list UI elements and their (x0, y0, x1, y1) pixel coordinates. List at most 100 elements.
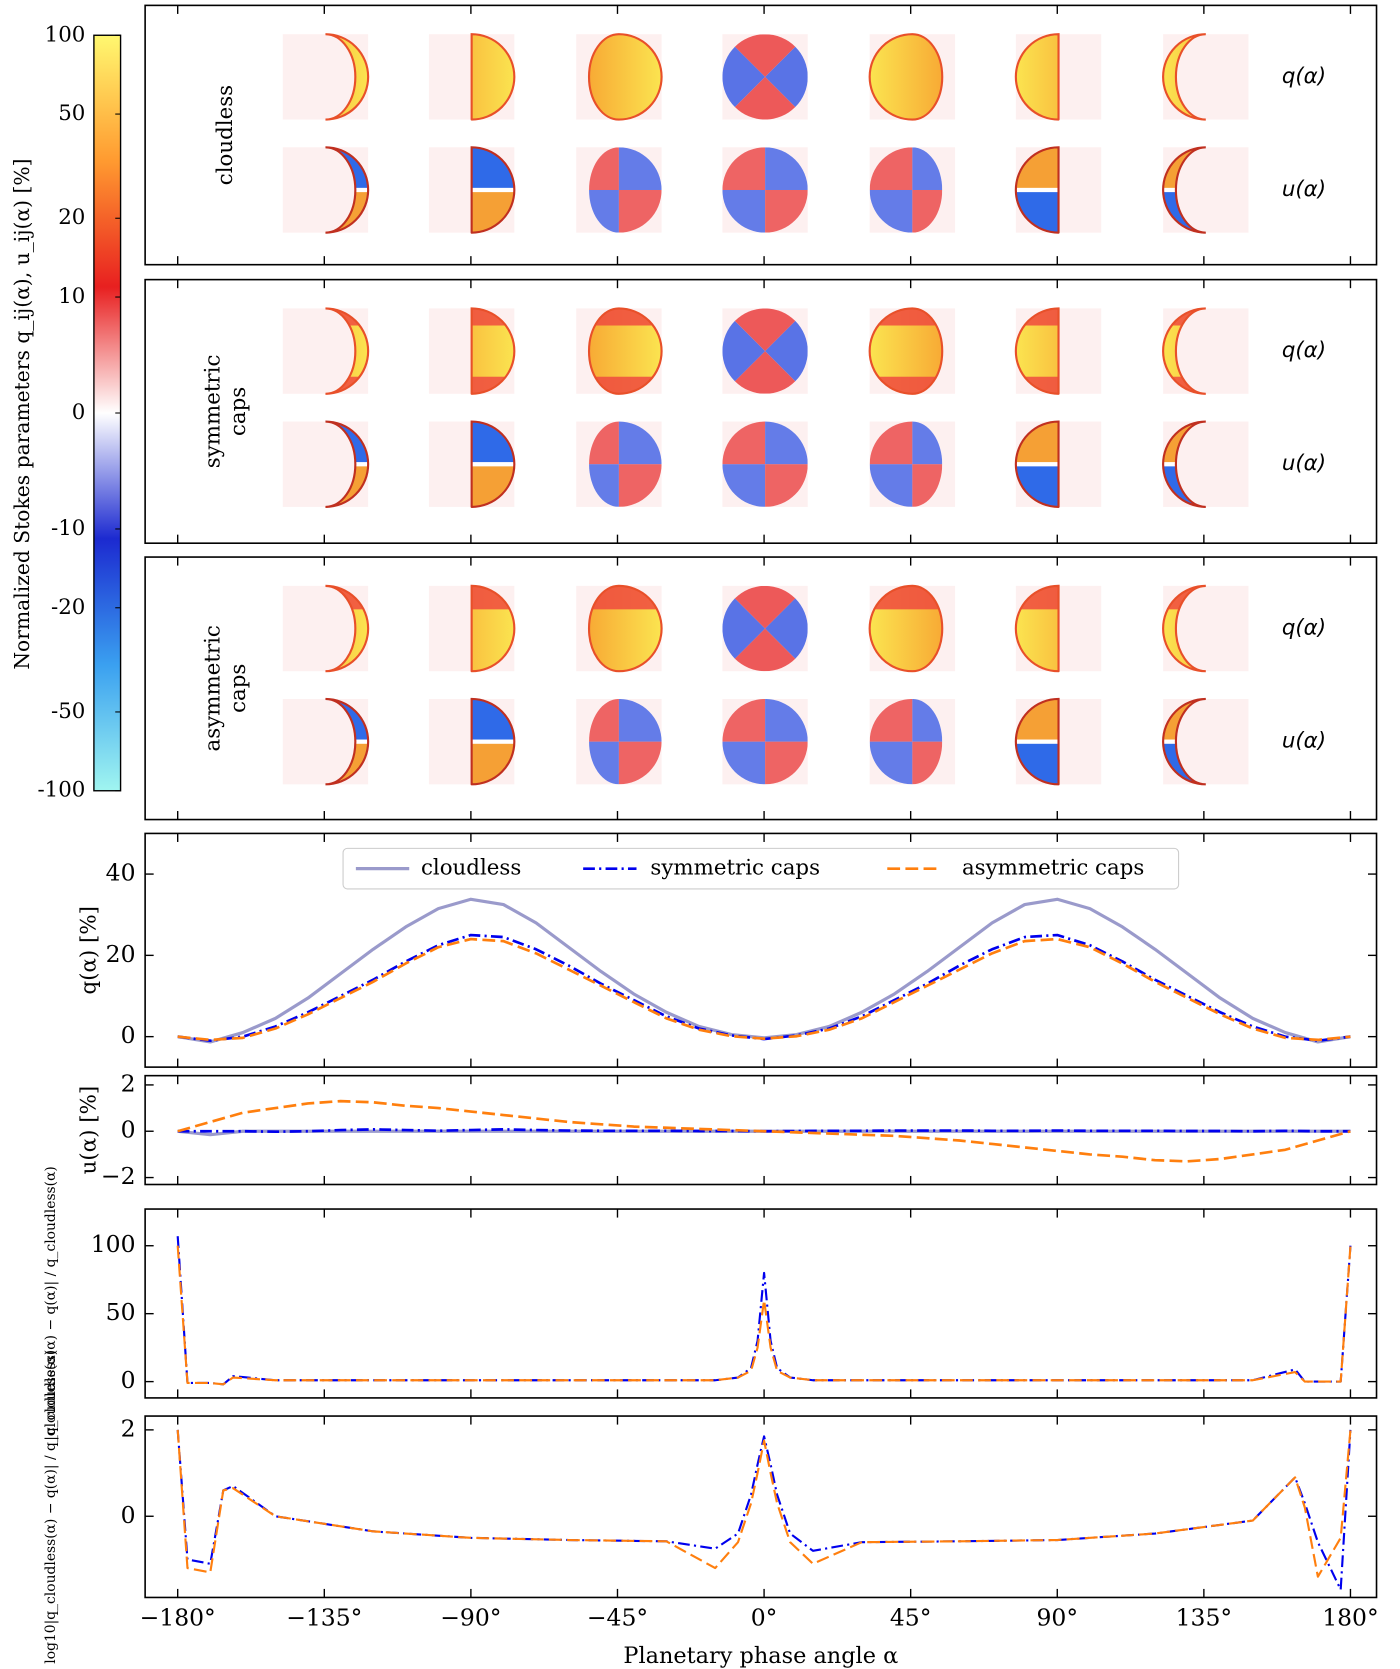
disk-edge (588, 584, 663, 673)
disk-edge (1014, 146, 1060, 234)
y-tick-label: 0 (121, 1366, 136, 1394)
disk (722, 698, 808, 785)
disk-edge (1014, 697, 1060, 786)
y-tick-label: 0 (121, 1116, 136, 1144)
disk-lobe (722, 76, 808, 120)
series-line (177, 937, 1351, 1042)
series-line (176, 1429, 1352, 1578)
plot-frame (144, 1208, 1378, 1399)
disk (589, 421, 662, 507)
colorbar-tick-label: 50 (58, 101, 85, 126)
disk (722, 585, 808, 672)
legend-label: cloudless (421, 856, 521, 881)
y-tick-label: 0 (121, 1501, 136, 1529)
x-tick-label: 45° (890, 1603, 932, 1631)
x-tick-label: 90° (1036, 1603, 1078, 1631)
disk-edge (325, 146, 370, 234)
disk-edge (1014, 33, 1060, 121)
x-tick-label: 180° (1322, 1603, 1379, 1631)
row-label: u(α) (1282, 451, 1326, 476)
colorbar-tick-label: -20 (51, 595, 85, 620)
disk (722, 147, 808, 233)
image-panel-frame (144, 278, 1378, 544)
x-tick-label: 135° (1176, 1603, 1233, 1631)
series-line (177, 897, 1351, 1044)
panel-label: symmetriccaps (200, 355, 251, 469)
disk-edge (470, 33, 516, 121)
series-line (177, 933, 1351, 1043)
legend-box (342, 847, 1180, 890)
y-axis-label: q(α) [%] (77, 906, 102, 994)
x-tick-label: −180° (140, 1603, 216, 1631)
disk-edge (1162, 146, 1206, 234)
plot-frame (144, 1415, 1378, 1599)
y-axis-label: u(α) [%] (77, 1086, 102, 1174)
disk-edge (868, 584, 944, 673)
x-tick-label: 0° (751, 1603, 778, 1631)
disk-lobe (722, 585, 766, 672)
disk-edge (588, 33, 663, 121)
y-tick-label: 2 (121, 1414, 136, 1442)
disk-edge (1014, 584, 1060, 673)
disk (722, 34, 808, 120)
plot-frame (144, 832, 1378, 1068)
disk-edge (1014, 420, 1060, 508)
row-label: q(α) (1282, 64, 1326, 89)
plot-frame (144, 1074, 1378, 1186)
disk-edge (1162, 307, 1206, 395)
disk-edge (1162, 697, 1206, 786)
disk-lobe (722, 308, 808, 352)
disk-edge (325, 307, 370, 395)
y-tick-label: 40 (106, 859, 136, 887)
y-tick-label: 0 (121, 1021, 136, 1049)
series-line (176, 1245, 1352, 1386)
disk-lobe (722, 34, 766, 120)
disk-lobe (722, 308, 766, 394)
disk-edge (868, 307, 944, 395)
disk-edge (325, 33, 370, 121)
image-panel-frame (144, 4, 1378, 266)
disk-lobe (765, 308, 808, 394)
disk-edge (868, 33, 944, 121)
disk-lobe (722, 34, 808, 77)
disk (869, 147, 943, 233)
row-label: u(α) (1282, 729, 1326, 754)
colorbar-tick-label: -50 (51, 699, 85, 724)
disk-edge (1162, 420, 1206, 508)
panel-label: cloudless (213, 85, 238, 185)
x-tick-label: −90° (440, 1603, 501, 1631)
y-axis-label: |q_cloudless(α) − q(α)| / q_cloudless(α) (43, 1166, 59, 1441)
disk-edge (1162, 584, 1206, 673)
disk (722, 308, 808, 394)
x-tick-label: −135° (286, 1603, 362, 1631)
disk-lobe (765, 34, 808, 120)
x-tick-label: −45° (587, 1603, 648, 1631)
disk-edge (325, 420, 370, 508)
y-tick-label: 100 (91, 1230, 136, 1258)
legend-label: symmetric caps (650, 856, 820, 881)
row-label: q(α) (1282, 338, 1326, 363)
panel-label-line: cloudless (213, 85, 238, 185)
panel-label-line: caps (226, 387, 251, 436)
colorbar-label: Normalized Stokes parameters q_ij(α), u_… (10, 158, 34, 669)
disk-edge (470, 584, 516, 673)
colorbar-tick-label: 0 (72, 400, 86, 425)
colorbar-tick-label: -100 (37, 778, 85, 803)
disk-edge (325, 697, 370, 786)
series-line (176, 1236, 1352, 1386)
x-axis-label: Planetary phase angle α (623, 1643, 898, 1669)
series-line (176, 1429, 1352, 1591)
panel-label-line: caps (226, 664, 251, 713)
y-tick-label: 50 (106, 1298, 136, 1326)
legend-label: asymmetric caps (962, 856, 1144, 881)
disk-lobe (722, 628, 808, 672)
colorbar-tick-label: 10 (58, 284, 85, 309)
disk-lobe (722, 351, 808, 394)
disk-edge (470, 697, 516, 786)
disk-lobe (722, 585, 808, 629)
y-axis-label: log10|q_cloudless(α) − q(α)| / q_cloudle… (43, 1350, 59, 1664)
colorbar-tick-label: 20 (58, 205, 85, 230)
panel-label: asymmetriccaps (200, 625, 251, 751)
disk-edge (470, 307, 516, 395)
image-panel-frame (144, 556, 1378, 821)
